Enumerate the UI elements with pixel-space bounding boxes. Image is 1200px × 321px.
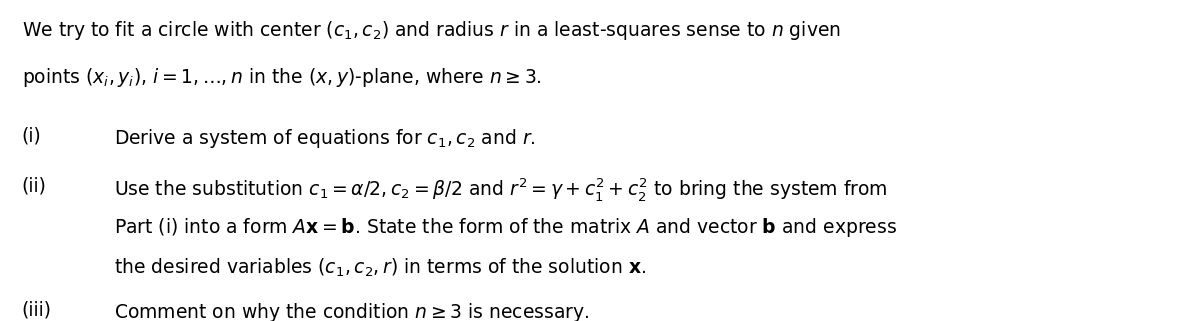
Text: the desired variables $(c_1, c_2, r)$ in terms of the solution $\mathbf{x}$.: the desired variables $(c_1, c_2, r)$ in…: [114, 256, 646, 279]
Text: (ii): (ii): [22, 177, 47, 195]
Text: points $(x_i, y_i)$, $i = 1, \ldots, n$ in the $(x, y)$-plane, where $n \geq 3$.: points $(x_i, y_i)$, $i = 1, \ldots, n$ …: [22, 66, 541, 89]
Text: (i): (i): [22, 127, 41, 146]
Text: (iii): (iii): [22, 300, 52, 320]
Text: Derive a system of equations for $c_1, c_2$ and $r$.: Derive a system of equations for $c_1, c…: [114, 127, 535, 150]
Text: Part (i) into a form $A\mathbf{x} = \mathbf{b}$. State the form of the matrix $A: Part (i) into a form $A\mathbf{x} = \mat…: [114, 216, 896, 239]
Text: Comment on why the condition $n \geq 3$ is necessary.: Comment on why the condition $n \geq 3$ …: [114, 300, 589, 321]
Text: We try to fit a circle with center $(c_1, c_2)$ and radius $r$ in a least-square: We try to fit a circle with center $(c_1…: [22, 19, 840, 42]
Text: Use the substitution $c_1 = \alpha/2, c_2 = \beta/2$ and $r^2 = \gamma + c_1^2 +: Use the substitution $c_1 = \alpha/2, c_…: [114, 177, 888, 204]
